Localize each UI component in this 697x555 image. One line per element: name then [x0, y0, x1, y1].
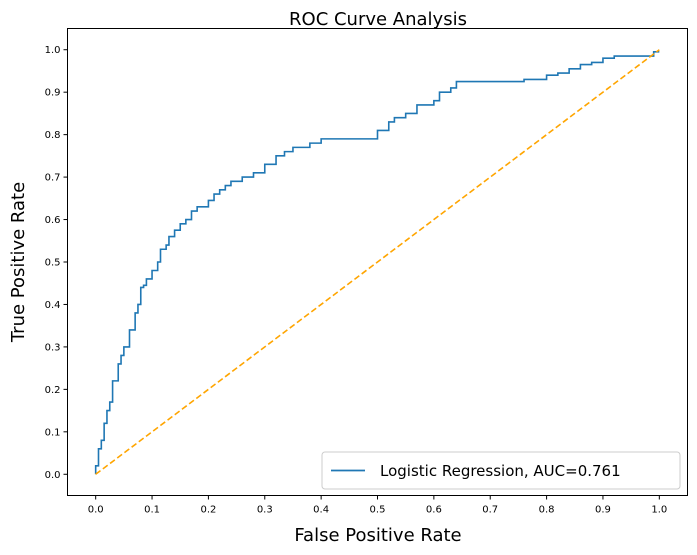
legend-box — [321, 451, 681, 490]
plot-area — [94, 49, 660, 475]
y-tick-label: 0.1 — [45, 427, 61, 438]
x-tick-label: 0.5 — [370, 505, 386, 516]
y-tick-label: 1.0 — [45, 45, 61, 56]
legend-label: Logistic Regression, AUC=0.761 — [380, 462, 621, 480]
y-axis-label: True Positive Rate — [8, 182, 29, 343]
baseline-diagonal-line — [95, 49, 660, 475]
x-tick-label: 1.0 — [651, 505, 667, 516]
y-axis: 0.0 0.1 0.2 0.3 0.4 0.5 0.6 0.7 0.8 0.9 1.0 — [45, 45, 68, 481]
y-tick-label: 0.9 — [45, 88, 61, 99]
y-tick-label: 0.0 — [45, 470, 61, 481]
x-tick-label: 0.7 — [482, 505, 498, 516]
series-layer — [94, 49, 660, 475]
x-tick-label: 0.9 — [595, 505, 611, 516]
x-tick-label: 0.6 — [426, 505, 442, 516]
x-axis: 0.0 0.1 0.2 0.3 0.4 0.5 0.6 0.7 0.8 0.9 1.0 — [88, 495, 667, 516]
x-tick-label: 0.8 — [539, 505, 555, 516]
y-tick-label: 0.7 — [45, 173, 61, 184]
x-tick-label: 0.4 — [313, 505, 329, 516]
y-tick-label: 0.5 — [45, 258, 61, 269]
roc-curve-line — [94, 51, 660, 475]
y-tick-label: 0.4 — [45, 300, 61, 311]
y-tick-label: 0.8 — [45, 130, 61, 141]
x-tick-label: 0.2 — [200, 505, 216, 516]
chart-title: ROC Curve Analysis — [289, 9, 467, 30]
x-axis-label: False Positive Rate — [294, 525, 461, 546]
y-tick-label: 0.3 — [45, 342, 61, 353]
y-tick-label: 0.6 — [45, 215, 61, 226]
legend: Logistic Regression, AUC=0.761 — [321, 451, 681, 490]
x-tick-label: 0.3 — [257, 505, 273, 516]
x-tick-label: 0.0 — [88, 505, 104, 516]
x-tick-label: 0.1 — [144, 505, 160, 516]
y-tick-label: 0.2 — [45, 385, 61, 396]
